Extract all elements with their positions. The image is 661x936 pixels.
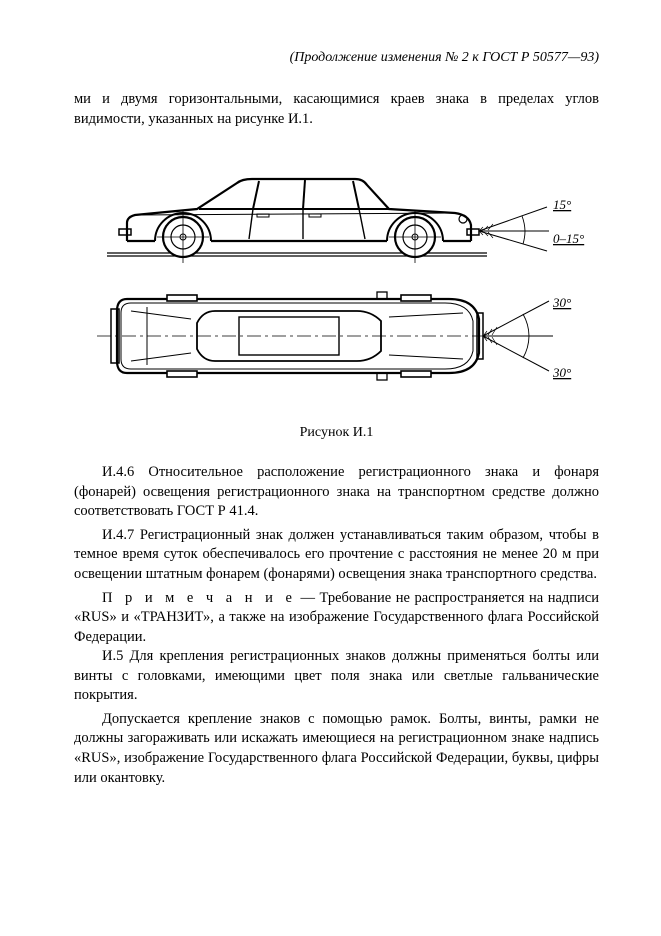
paragraph-i5b: Допускается крепление знаков с помощью р… [74,710,599,788]
note-paragraph: П р и м е ч а н и е — Требование не расп… [74,589,599,648]
top-view: 30° 30° [97,292,571,380]
angle-30-top: 30° [552,295,571,310]
rear-wheel-side [155,211,211,263]
figure-i1: 15° 0–15° [87,151,587,411]
page-header: (Продолжение изменения № 2 к ГОСТ Р 5057… [74,50,599,66]
paragraph-i46: И.4.6 Относительное расположение регистр… [74,463,599,522]
note-label: П р и м е ч а н и е [102,590,296,606]
side-angle-lines: 15° 0–15° [479,197,584,251]
paragraph-i5: И.5 Для крепления регистрационных знаков… [74,647,599,706]
angle-15: 15° [553,197,571,212]
figure-caption: Рисунок И.1 [74,425,599,441]
front-wheel-side [387,211,443,263]
continuation-paragraph: ми и двумя горизонтальными, касающимися … [74,90,599,129]
angle-30-bottom: 30° [552,365,571,380]
paragraph-i47: И.4.7 Регистрационный знак должен устана… [74,526,599,585]
top-angle-lines: 30° 30° [483,295,571,380]
side-view: 15° 0–15° [107,179,584,263]
car-diagram-svg: 15° 0–15° [87,151,587,411]
angle-0-15: 0–15° [553,231,584,246]
